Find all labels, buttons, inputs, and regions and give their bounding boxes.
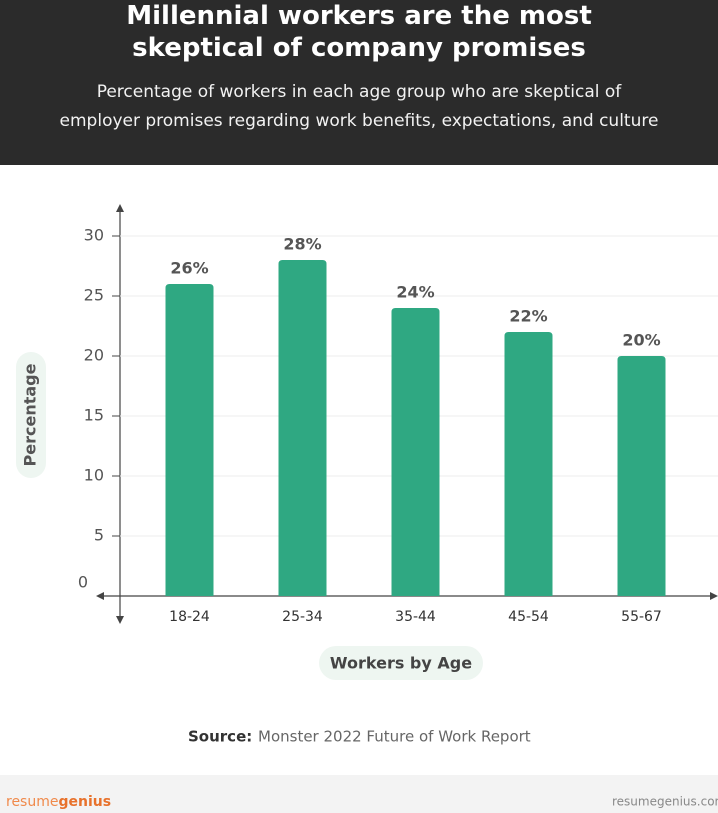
x-label-pill [319,646,483,680]
x-tick-label: 25-34 [282,609,323,625]
bar [165,284,214,596]
bar [278,260,327,596]
footer-band [0,775,718,813]
source-text: Monster 2022 Future of Work Report [258,728,531,746]
value-label: 24% [396,283,434,302]
y-tick-label: 10 [84,466,104,485]
y-tick-label: 5 [94,526,104,545]
brand-second: genius [58,794,111,810]
y-tick-label: 20 [84,346,104,365]
chart-title: Millennial workers are the most skeptica… [126,1,592,63]
header: Millennial workers are the most skeptica… [0,0,718,165]
footer-url: resumegenius.com [612,795,718,809]
chart-subtitle: Percentage of workers in each age group … [59,82,659,131]
y-tick-label: 0 [78,573,88,592]
value-label: 26% [170,259,208,278]
x-tick-label: 35-44 [395,609,436,625]
x-axis-label: Workers by Age [330,654,472,673]
x-tick-label: 45-54 [508,609,549,625]
brand: resumegenius [6,794,111,810]
x-tick-label: 18-24 [169,609,210,625]
y-axis-label: Percentage [21,363,40,466]
y-label-pill [16,352,46,478]
value-label: 22% [509,307,547,326]
x-arrow-left [96,592,104,600]
y-tick-label: 25 [84,286,104,305]
y-arrow-bottom [116,616,124,624]
x-tick-label: 55-67 [621,609,662,625]
y-tick-label: 30 [84,226,104,245]
bar [504,332,553,596]
value-label: 28% [283,235,321,254]
source-label: Source: [188,728,252,746]
y-tick-label: 15 [84,406,104,425]
y-arrow [116,204,124,212]
x-arrow-right [710,592,718,600]
value-label: 20% [622,331,660,350]
bar [391,308,440,596]
bar [617,356,666,596]
brand-first: resume [6,794,58,810]
